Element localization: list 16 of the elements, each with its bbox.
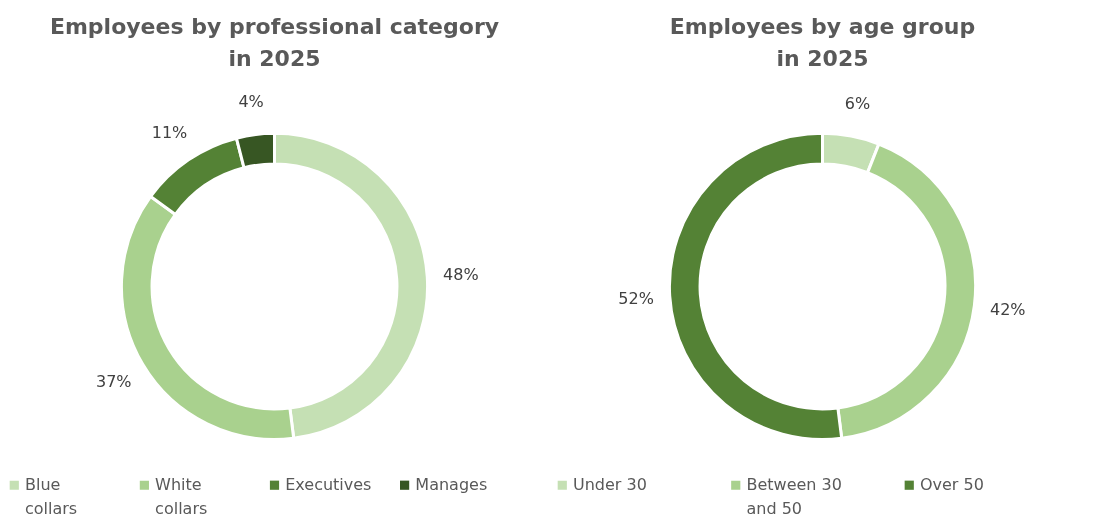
data-label: 4% (238, 91, 264, 111)
data-label: 48% (443, 265, 479, 285)
data-label: 6% (844, 93, 871, 113)
legend-label: Between 30 and 50 (746, 474, 842, 519)
legend-label: Under 30 (572, 474, 647, 494)
data-label: 52% (618, 288, 654, 308)
data-label: 11% (151, 122, 188, 142)
data-label: 42% (989, 300, 1026, 320)
legend-label: Executives (285, 474, 372, 494)
legend-label: Over 50 (919, 474, 984, 494)
data-label: 37% (95, 371, 132, 391)
legend-label: White collars (155, 474, 208, 519)
chart-title: Employees by age group in 2025 (669, 14, 976, 71)
legend-label: Manages (415, 474, 488, 494)
chart-title: Employees by professional category in 2025 (49, 14, 500, 71)
legend-label: Blue collars (24, 474, 78, 519)
